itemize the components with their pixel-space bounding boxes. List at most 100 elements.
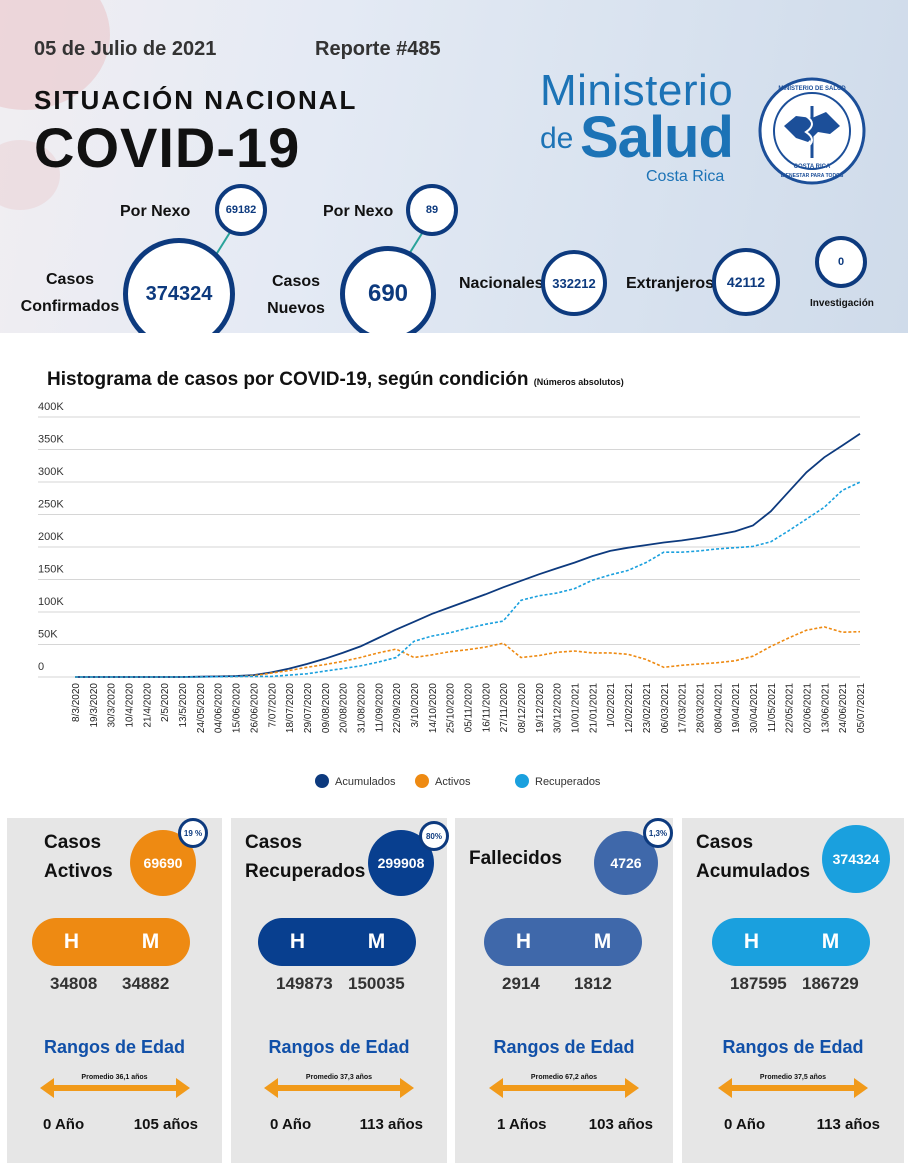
max-age: 103 años	[588, 1116, 653, 1133]
female-label: M	[593, 930, 612, 953]
x-tick-label: 11/05/2021	[767, 683, 778, 733]
x-tick-label: 15/06/2020	[232, 683, 243, 733]
age-ranges-label: Rangos de Edad	[268, 1037, 410, 1057]
x-tick-label: 02/06/2021	[802, 683, 813, 733]
x-tick-label: 29/07/2020	[303, 683, 314, 733]
new-cases-value-bubble: 690	[340, 246, 436, 333]
double-arrow-icon	[489, 1078, 639, 1098]
x-tick-label: 09/08/2020	[321, 683, 332, 733]
stat-panel: Casos Acumulados 374324 H M 187595 186729 Rango…	[682, 818, 904, 1163]
x-tick-label: 28/03/2021	[695, 683, 706, 733]
logo-costa-rica: Costa Rica	[646, 168, 725, 185]
female-count: 1812	[574, 974, 612, 993]
x-tick-label: 18/07/2020	[285, 683, 296, 733]
panel-value-bubble: 374324	[822, 825, 890, 893]
ministry-seal-icon: MINISTERIO DE SALUD COSTA RICA BIENESTAR…	[758, 77, 866, 185]
max-age: 113 años	[816, 1116, 880, 1133]
x-tick-label: 11/09/2020	[374, 683, 385, 733]
double-arrow-icon	[264, 1078, 414, 1098]
min-age: 0 Año	[43, 1116, 85, 1133]
percentage-badge: 80%	[419, 821, 449, 851]
percentage-badge: 19 %	[178, 818, 208, 848]
age-average: Promedio 37,5 años	[759, 1074, 827, 1081]
male-label: H	[289, 930, 306, 953]
foreign-value-bubble: 42112	[712, 248, 780, 316]
x-tick-label: 13/06/2021	[820, 683, 831, 733]
male-label: H	[743, 930, 760, 953]
x-tick-label: 14/10/2020	[428, 683, 439, 733]
seal-bottom-text: BIENESTAR PARA TODOS	[781, 173, 844, 179]
y-tick-label: 100K	[38, 596, 64, 608]
nexo1-value-bubble: 69182	[215, 184, 267, 236]
x-tick-label: 12/02/2021	[624, 683, 635, 733]
y-tick-label: 400K	[38, 401, 64, 413]
x-tick-label: 30/3/2020	[107, 683, 118, 728]
x-tick-label: 22/09/2020	[392, 683, 403, 733]
chart-title: Histograma de casos por COVID-19, según …	[47, 369, 624, 390]
x-tick-label: 06/03/2021	[660, 683, 671, 733]
x-tick-label: 10/01/2021	[571, 683, 582, 733]
min-age: 0 Año	[724, 1116, 766, 1133]
age-average: Promedio 67,2 años	[530, 1074, 598, 1081]
y-tick-label: 300K	[38, 466, 64, 478]
y-tick-label: 200K	[38, 531, 64, 543]
x-tick-label: 8/3/2020	[71, 683, 82, 722]
y-tick-label: 0	[38, 661, 44, 673]
age-ranges-label: Rangos de Edad	[493, 1037, 635, 1057]
x-tick-label: 30/12/2020	[553, 683, 564, 733]
age-average: Promedio 37,3 años	[305, 1074, 373, 1081]
x-tick-label: 23/02/2021	[642, 683, 653, 733]
male-count: 187595	[730, 974, 787, 993]
max-age: 105 años	[133, 1116, 198, 1133]
stat-panel: Fallecidos 4726 1,3% H M 2914 1812 Rangos de Ed…	[455, 818, 673, 1163]
female-label: M	[141, 930, 160, 953]
nexo2-label: Por Nexo	[323, 203, 394, 220]
x-tick-label: 04/06/2020	[214, 683, 225, 733]
x-tick-label: 2/5/2020	[160, 683, 171, 722]
age-ranges-label: Rangos de Edad	[43, 1037, 186, 1057]
header-banner: 05 de Julio de 2021 Reporte #485 SITUACI…	[0, 0, 908, 333]
x-tick-label: 21/01/2021	[588, 683, 599, 733]
seal-top-text: MINISTERIO DE SALUD	[778, 86, 846, 92]
double-arrow-icon	[39, 1078, 190, 1098]
confirmed-label: Casos Confirmados	[20, 271, 120, 315]
x-tick-label: 10/4/2020	[125, 683, 136, 728]
x-tick-label: 3/10/2020	[410, 683, 421, 728]
national-label: Nacionales	[459, 275, 544, 292]
stat-panel: Casos Activos 69690 19 % H M 34808 34882 Rangos …	[7, 818, 222, 1163]
x-tick-label: 27/11/2020	[499, 683, 510, 733]
logo-salud: Salud	[580, 105, 734, 170]
y-tick-label: 150K	[38, 564, 64, 576]
x-tick-label: 31/08/2020	[356, 683, 367, 733]
age-ranges-label: Rangos de Edad	[722, 1037, 864, 1057]
x-tick-label: 20/08/2020	[339, 683, 350, 733]
min-age: 1 Años	[497, 1116, 547, 1133]
legend-marker	[415, 774, 429, 788]
y-tick-label: 250K	[38, 499, 64, 511]
legend-marker	[515, 774, 529, 788]
x-tick-label: 13/5/2020	[178, 683, 189, 728]
x-tick-label: 25/10/2020	[446, 683, 457, 733]
panel-title: Casos Acumulados	[696, 832, 811, 882]
y-tick-label: 50K	[38, 629, 58, 641]
x-tick-label: 26/06/2020	[249, 683, 260, 733]
logo-de: de	[540, 122, 574, 155]
series-line-activos	[75, 626, 861, 678]
confirmed-value-bubble: 374324	[123, 238, 235, 333]
x-tick-label: 19/04/2021	[731, 683, 742, 733]
x-tick-label: 08/12/2020	[517, 683, 528, 733]
x-tick-label: 17/03/2021	[678, 683, 689, 733]
female-label: M	[821, 930, 840, 953]
logo-ministerio: Ministerio	[540, 66, 734, 115]
x-tick-label: 19/3/2020	[89, 683, 100, 728]
legend-marker	[315, 774, 329, 788]
x-tick-label: 21/4/2020	[142, 683, 153, 728]
legend-label: Activos	[435, 776, 471, 788]
stat-panel: Casos Recuperados 299908 80% H M 149873 150035 R…	[231, 818, 449, 1163]
max-age: 113 años	[359, 1116, 423, 1133]
female-count: 150035	[348, 974, 405, 993]
foreign-label: Extranjeros	[626, 275, 715, 292]
national-value-bubble: 332212	[541, 250, 607, 316]
